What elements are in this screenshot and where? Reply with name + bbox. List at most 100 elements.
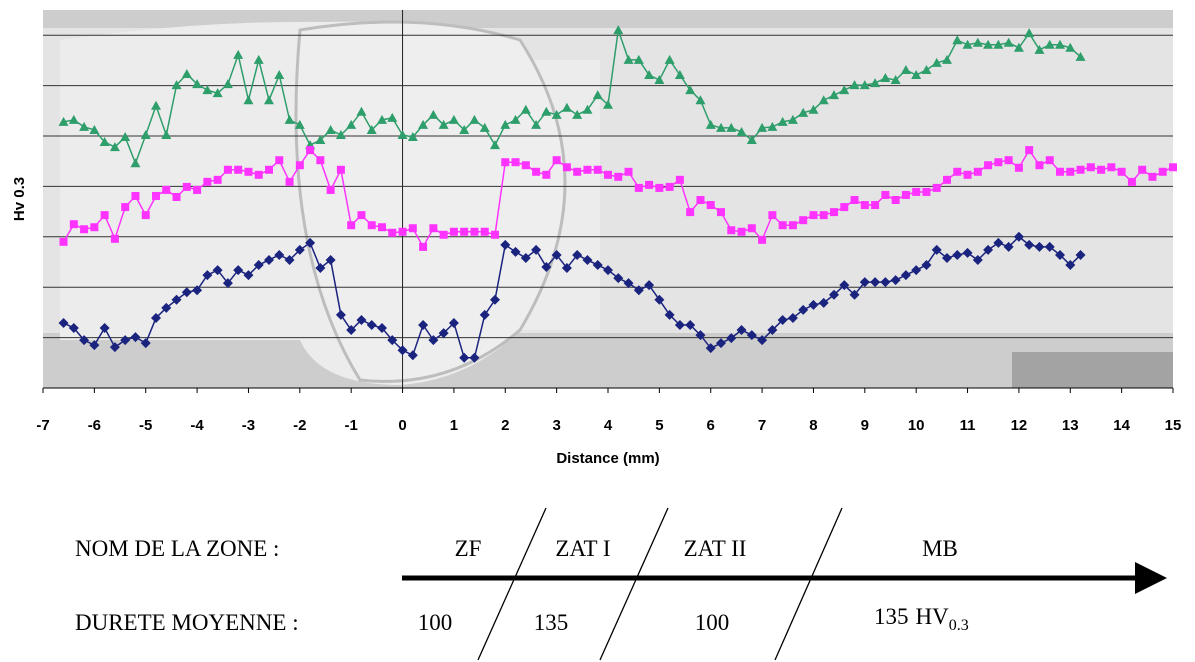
square-marker — [336, 165, 345, 174]
diamond-marker — [931, 244, 942, 255]
diamond-marker — [787, 312, 798, 323]
diamond-marker — [767, 325, 778, 336]
diamond-marker — [736, 325, 747, 336]
zone-row-label: NOM DE LA ZONE : — [75, 536, 279, 561]
triangle-marker — [716, 122, 726, 132]
square-marker — [768, 211, 777, 220]
diamond-marker — [479, 309, 490, 320]
diamond-marker — [397, 345, 408, 356]
triangle-marker — [1003, 37, 1014, 47]
square-marker — [871, 201, 880, 210]
triangle-marker — [890, 75, 901, 85]
square-marker — [809, 211, 818, 220]
triangle-marker — [356, 106, 367, 116]
square-marker — [460, 227, 469, 236]
square-marker — [439, 230, 448, 239]
square-marker — [604, 170, 612, 179]
square-marker — [1138, 165, 1147, 174]
triangle-marker — [900, 64, 911, 74]
triangle-marker — [418, 119, 429, 129]
diamond-marker — [459, 352, 470, 363]
diamond-marker — [808, 299, 819, 310]
triangle-marker — [582, 104, 593, 114]
triangle-marker — [870, 78, 881, 88]
square-marker — [1169, 163, 1177, 172]
diamond-marker — [654, 294, 665, 305]
triangle-marker — [787, 114, 798, 124]
diamond-marker — [253, 260, 264, 271]
x-tick-label: 9 — [861, 417, 869, 434]
square-marker — [213, 175, 222, 184]
triangle-marker — [520, 104, 531, 114]
triangle-marker — [531, 119, 542, 129]
diamond-marker — [1055, 249, 1065, 260]
square-marker — [59, 237, 68, 246]
zone-name: ZAT I — [555, 536, 610, 561]
square-marker — [121, 203, 130, 212]
square-marker — [655, 183, 664, 192]
zone-name: ZAT II — [684, 536, 747, 561]
square-marker — [419, 242, 428, 251]
triangle-marker — [428, 109, 439, 119]
square-marker — [80, 225, 89, 234]
triangle-marker — [921, 64, 932, 74]
diamond-marker — [1075, 249, 1086, 260]
triangle-marker — [243, 95, 254, 105]
zone-divider — [477, 507, 547, 661]
triangle-marker — [387, 112, 398, 122]
x-tick-label: -5 — [139, 417, 152, 434]
x-tick-label: 0 — [398, 417, 406, 434]
square-marker — [830, 208, 838, 217]
diamond-marker — [161, 302, 172, 313]
triangle-marker — [89, 124, 100, 134]
square-marker — [552, 156, 561, 165]
square-marker — [275, 156, 284, 165]
diamond-marker — [171, 294, 182, 305]
square-marker — [1035, 161, 1044, 170]
diamond-marker — [387, 335, 398, 346]
diamond-marker — [377, 323, 387, 334]
triangle-marker — [397, 129, 408, 139]
triangle-marker — [808, 104, 819, 114]
square-marker — [254, 170, 263, 179]
triangle-marker — [294, 119, 305, 129]
square-marker — [943, 175, 951, 184]
diamond-marker — [335, 309, 346, 320]
diamond-marker — [1024, 239, 1035, 250]
square-marker — [449, 227, 458, 236]
triangle-marker — [972, 37, 983, 47]
diamond-marker — [233, 265, 244, 276]
triangle-marker — [654, 75, 665, 85]
triangle-marker — [1065, 42, 1076, 52]
triangle-marker — [983, 39, 994, 49]
diamond-marker — [777, 314, 788, 325]
zone-divider — [774, 507, 843, 661]
triangle-marker — [849, 80, 860, 90]
triangle-marker — [829, 90, 839, 100]
triangle-marker — [942, 54, 952, 64]
square-marker — [1107, 163, 1116, 172]
diamond-marker — [89, 340, 100, 351]
square-marker — [840, 203, 849, 212]
diamond-marker — [726, 333, 737, 344]
diamond-marker — [572, 249, 583, 260]
triangle-marker — [644, 70, 655, 80]
square-marker — [100, 211, 109, 220]
triangle-marker — [551, 109, 562, 119]
triangle-marker — [1055, 39, 1065, 49]
diamond-marker — [613, 273, 624, 284]
square-marker — [265, 165, 273, 174]
square-marker — [788, 221, 797, 230]
diamond-marker — [880, 277, 891, 288]
triangle-marker — [757, 122, 768, 132]
square-marker — [223, 165, 232, 174]
diamond-marker — [993, 237, 1004, 248]
triangle-marker — [818, 95, 829, 105]
diamond-marker — [603, 265, 613, 276]
diamond-marker — [705, 343, 716, 354]
diamond-marker — [428, 335, 439, 346]
x-axis-label: Distance (mm) — [556, 450, 659, 467]
triangle-marker — [798, 107, 809, 117]
diamond-marker — [911, 265, 922, 276]
